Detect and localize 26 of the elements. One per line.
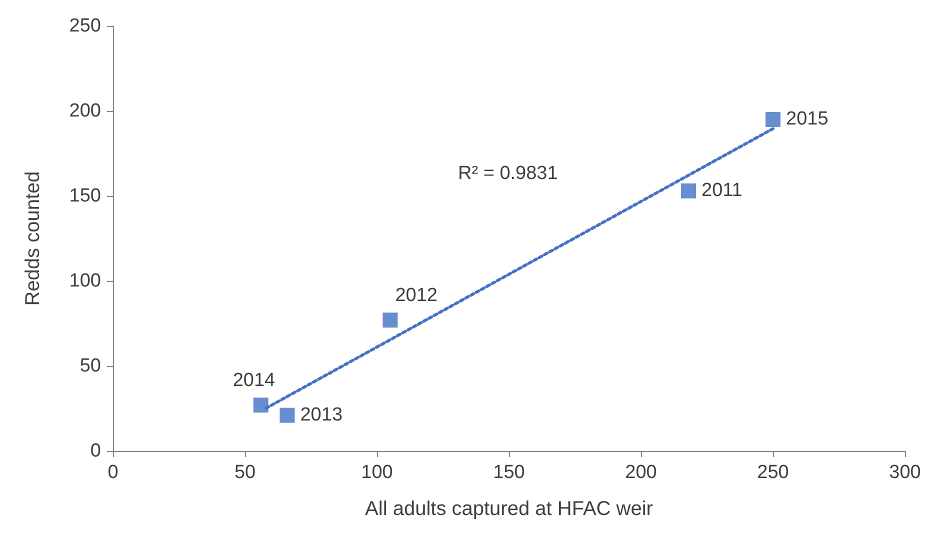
annotation: R² = 0.9831 [458,163,558,184]
x-tick-label: 150 [493,462,525,483]
point [382,312,398,328]
y-tick-label: 0 [90,440,101,462]
annotation: 2015 [786,108,828,130]
y-tick-label: 200 [69,100,101,122]
x-tick-label: 0 [108,462,118,483]
x-axis-title: All adults captured at HFAC weir [365,498,654,520]
x-tick-label: 300 [889,462,921,483]
point [681,183,696,198]
point [280,408,295,423]
x-tick-label: 250 [757,462,789,483]
x-tick-label: 200 [625,462,657,483]
y-tick-label: 100 [69,270,101,292]
y-tick-label: 50 [80,356,101,376]
point [253,398,268,413]
annotation: 2013 [300,404,343,426]
annotation: 2011 [702,180,742,201]
point [766,112,780,127]
annotation: 2014 [232,370,276,392]
x-tick-label: 50 [234,462,256,483]
y-axis-title: Redds counted [22,171,44,306]
y-tick-label: 250 [69,16,101,36]
y-tick-label: 150 [69,186,101,206]
x-tick-label: 100 [361,462,393,483]
annotation: 2012 [395,285,438,306]
